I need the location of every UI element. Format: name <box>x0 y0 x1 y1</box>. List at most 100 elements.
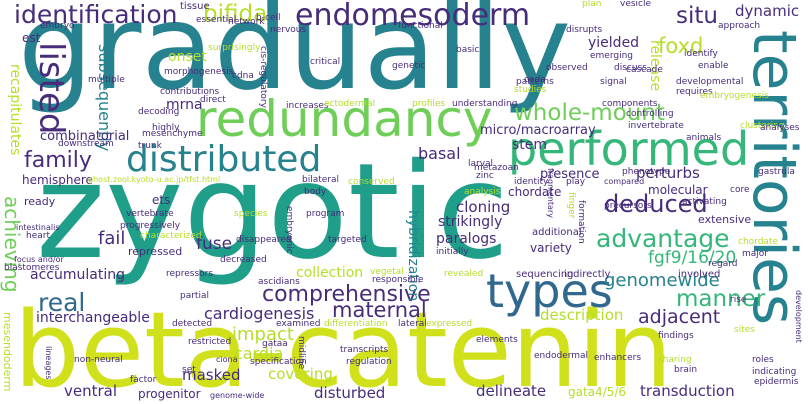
word-functional: functional <box>398 21 443 31</box>
word-decoding: decoding <box>138 107 180 117</box>
word-midline: midline <box>296 336 306 370</box>
word-description: description <box>540 306 624 324</box>
word-requires: requires <box>676 87 713 97</box>
word-network: network <box>228 17 265 27</box>
word-differentiation: differentiation <box>324 319 388 329</box>
word-enable: enable <box>698 61 729 71</box>
word-development: development <box>794 290 803 343</box>
word-genomewide: genomewide <box>604 270 720 291</box>
word-targeted: targeted <box>328 235 367 245</box>
word-animals: animals <box>686 133 722 143</box>
word-subsequently: subsequently <box>95 44 114 152</box>
word-controlling: controlling <box>626 109 674 119</box>
word-disrupts: disrupts <box>566 25 603 35</box>
word-interchangeable: interchangeable <box>36 310 150 326</box>
word-highly: highly <box>152 123 180 133</box>
word-comprehensive: comprehensive <box>262 282 431 307</box>
word-masked: masked <box>182 366 241 384</box>
word-regulation: regulation <box>346 357 392 367</box>
word-bilateral: bilateral <box>302 175 340 185</box>
word-profiles: profiles <box>412 99 446 109</box>
word-covering: covering <box>268 365 333 383</box>
word-disturbed: disturbed <box>314 384 386 402</box>
word-disappeared: disappeared <box>236 235 292 245</box>
word-cardia: cardia <box>234 344 284 363</box>
word-indirectly: indirectly <box>564 269 611 280</box>
word-clustering: clustering <box>740 121 785 131</box>
word-detected: detected <box>172 319 213 329</box>
word-vegetal: vegetal <box>370 267 404 277</box>
word-impact: impact <box>232 324 294 345</box>
word-basal: basal <box>418 144 461 163</box>
word-b-cell: b-cell <box>256 13 281 23</box>
word-chordate: chordate <box>508 185 562 199</box>
word-code: code <box>524 75 546 85</box>
word-embryogenesis: embryogenesis <box>700 91 769 101</box>
word-focus-and-or: focus and/or <box>14 255 64 264</box>
word-deduced: deduced <box>604 190 708 218</box>
word-gataa: gataa <box>262 339 288 349</box>
word-activating: activating <box>682 197 727 207</box>
word-observed: observed <box>546 63 588 73</box>
word-trunk: trunk <box>138 141 162 151</box>
word-analyses: analyses <box>760 123 800 133</box>
word-direct: direct <box>200 95 226 105</box>
word-additional: additional <box>532 227 582 238</box>
word-involved: involved <box>678 269 721 280</box>
word-emerging: emerging <box>590 51 634 61</box>
word-release: release <box>647 40 663 92</box>
word-developmental: developmental <box>676 77 744 87</box>
word-indicating: indicating <box>752 367 797 377</box>
word-essential: essential <box>196 15 237 25</box>
word-foxd: foxd <box>658 34 704 58</box>
word-multiple: multiple <box>88 75 125 85</box>
word-chordate-small: chordate <box>738 237 778 247</box>
word-vertebrate: vertebrate <box>126 209 174 219</box>
word-plan: plan <box>582 0 602 9</box>
word-body: body <box>304 187 327 197</box>
word-beta-catenin: beta-catenin <box>14 289 673 404</box>
word-ectodermal: ectodermal <box>324 99 376 109</box>
word-increases: increases <box>286 101 329 111</box>
word-extensive: extensive <box>698 213 752 226</box>
word-cdna: cdna <box>232 71 254 81</box>
word-characterized: characterized <box>140 231 202 241</box>
word-fuse: fuse <box>196 234 233 254</box>
word-nervous: nervous <box>270 25 307 35</box>
word-stem: stem <box>512 137 548 153</box>
word-basic: basic <box>456 45 480 55</box>
word-rise: rise <box>730 295 747 305</box>
word-family: family <box>24 148 92 173</box>
word-mrna: mrna <box>166 97 203 113</box>
word-roles: roles <box>752 355 774 365</box>
word-factor: factor <box>130 375 157 385</box>
word-decreased: decreased <box>220 255 267 265</box>
word-onset: onset <box>168 49 207 65</box>
word-types: types <box>486 264 613 318</box>
word-components: components <box>602 99 658 109</box>
word-delineate: delineate <box>476 382 547 400</box>
word-embryo: embryo <box>40 21 75 31</box>
word-discuss: discuss <box>614 63 647 73</box>
word-mesenchyme: mesenchyme <box>142 129 203 139</box>
word-heart: heart <box>26 231 50 241</box>
word-ets: ets <box>152 193 171 207</box>
word-sharing: sharing <box>658 355 692 365</box>
word-patterns: patterns <box>516 77 554 87</box>
word-program: program <box>306 209 345 219</box>
word-situ: situ <box>676 3 718 29</box>
word-micro-macroarray: micro/macroarray <box>480 123 596 138</box>
word-intestinalis: intestinalis <box>16 223 60 232</box>
word-sites: sites <box>734 325 755 335</box>
word-identity: identity <box>514 177 549 187</box>
word-lateral: lateral <box>398 319 427 329</box>
word-progenitor: progenitor <box>138 387 201 401</box>
word-critical: critical <box>310 57 341 67</box>
word-invertebrate: invertebrate <box>628 121 684 131</box>
word-listed: listed <box>31 42 71 135</box>
word-contributions: contributions <box>160 87 220 97</box>
word-presence: presence <box>540 167 600 182</box>
word-signal: signal <box>600 77 627 87</box>
word-approach: approach <box>718 21 761 31</box>
